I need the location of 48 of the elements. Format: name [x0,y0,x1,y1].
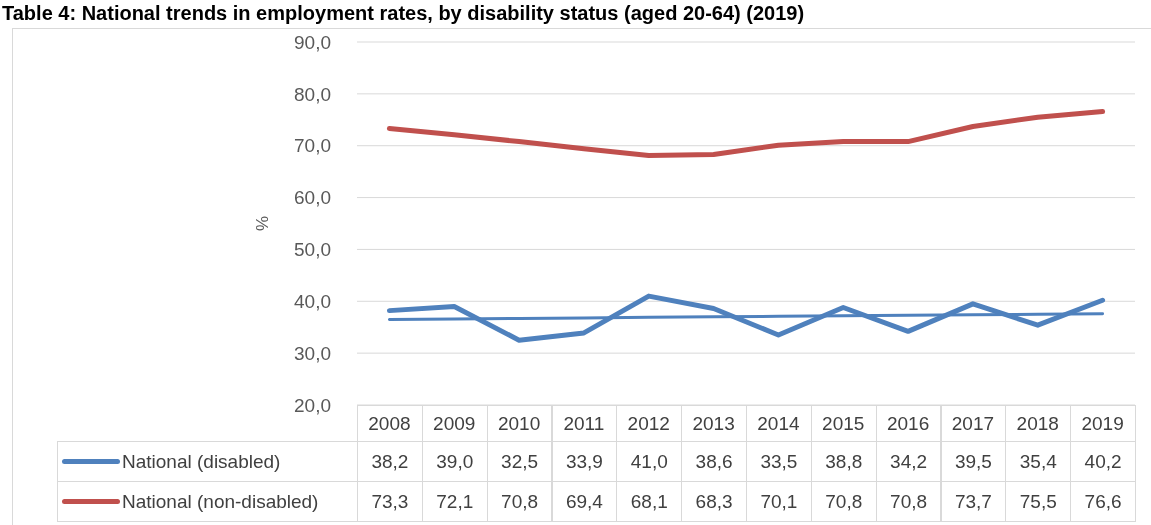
legend-label: National (disabled) [122,450,281,473]
data-label: 76,6 [1070,481,1136,522]
data-label: 38,6 [681,441,747,482]
x-tick-label: 2015 [822,413,865,435]
x-tick-label: 2012 [627,413,670,435]
data-label: 39,5 [940,441,1007,482]
data-label: 38,2 [357,441,423,482]
data-label: 68,1 [616,481,683,522]
data-label: 72,1 [421,481,488,522]
data-label: 33,5 [746,441,812,482]
x-tick-label: 2018 [1016,413,1059,435]
data-label: 69,4 [551,481,618,522]
data-label: 73,7 [940,481,1007,522]
data-label: 38,8 [810,441,877,482]
data-label: 70,1 [746,481,812,522]
y-tick-label: 60,0 [294,187,331,209]
x-tick-label: 2014 [757,413,800,435]
x-tick-label: 2008 [368,413,411,435]
data-label: 32,5 [486,441,553,482]
x-tick-label: 2009 [433,413,476,435]
data-label: 70,8 [810,481,877,522]
legend-label: National (non-disabled) [122,490,319,513]
data-label: 41,0 [616,441,683,482]
y-tick-label: 70,0 [294,135,331,157]
x-tick-label: 2019 [1081,413,1124,435]
data-label: 34,2 [875,441,942,482]
x-tick-label: 2010 [497,413,541,435]
data-label: 75,5 [1005,481,1072,522]
y-tick-label: 30,0 [294,342,331,364]
y-tick-label: 80,0 [294,83,331,105]
chart-title: Table 4: National trends in employment rates, by disability status (aged 20-64) (2019) [2,1,805,25]
data-label: 73,3 [357,481,423,522]
x-tick-label: 2013 [692,413,735,435]
data-label: 70,8 [486,481,553,522]
data-label: 35,4 [1005,441,1072,482]
data-label: 68,3 [681,481,747,522]
y-tick-label: 40,0 [294,291,331,313]
y-tick-label: 20,0 [294,394,331,416]
x-tick-label: 2011 [563,413,605,435]
y-tick-label: 50,0 [294,239,331,261]
x-tick-label: 2016 [886,413,930,435]
y-axis-title: % [253,215,273,232]
y-tick-label: 90,0 [294,31,331,53]
data-label: 40,2 [1070,441,1136,482]
x-tick-label: 2017 [951,413,995,435]
data-label: 33,9 [551,441,618,482]
data-label: 70,8 [875,481,942,522]
data-label: 39,0 [421,441,488,482]
